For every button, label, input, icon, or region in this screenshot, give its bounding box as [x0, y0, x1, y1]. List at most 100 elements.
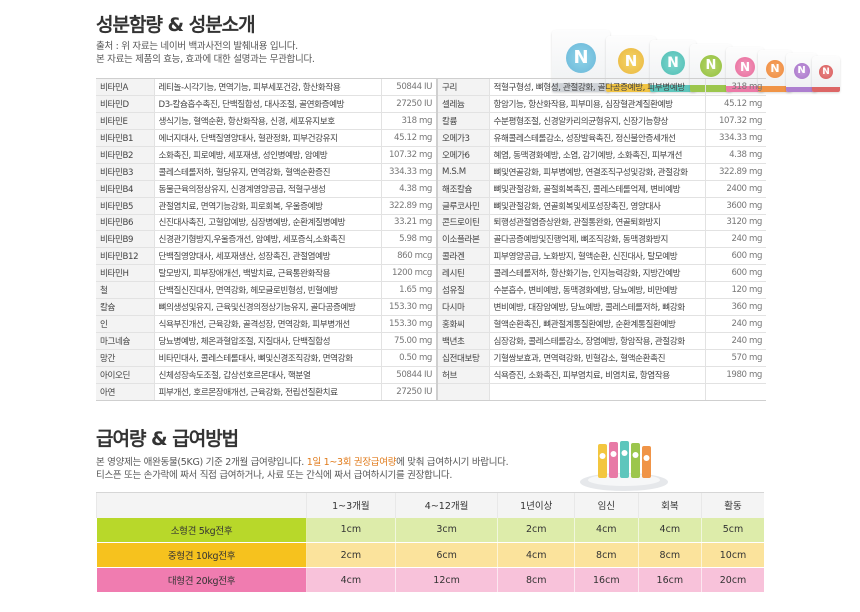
- ingredient-amount: 3120 mg: [704, 214, 766, 232]
- ingredient-name: 비타민B4: [96, 180, 154, 198]
- ingredient-name: 콘드로이틴: [437, 214, 489, 232]
- ingredient-name: 비타민B6: [96, 214, 154, 232]
- product-tube: N: [786, 53, 817, 92]
- ingredient-amount: 334.33 mg: [704, 129, 766, 147]
- ingredient-amount: 45.12 mg: [704, 95, 766, 113]
- ingredient-description: 식욕부진개선, 근육강화, 골격성장, 면역강화, 피부병개선: [153, 315, 381, 334]
- ingredient-amount: [704, 383, 766, 401]
- dosage-amount: 4cm: [306, 567, 396, 593]
- ingredient-row: 아이오딘 신체성장속도조절, 갑상선호르몬대사, 핵분열 50844 IU 허브 식욕증…: [96, 366, 766, 384]
- ingredient-description: 혜염, 동맥경화예방, 소염, 감기예방, 소화촉진, 피부개선: [488, 146, 705, 164]
- dosage-row: 대형견 20kg전후 4cm 12cm 8cm 16cm 16cm 20cm: [96, 567, 764, 593]
- ingredient-description: 콜레스테롤저하, 항산화기능, 인지능력강화, 지방간예방: [488, 264, 705, 283]
- ingredient-name: 셀레늄: [437, 95, 489, 113]
- ingredient-description: 탈모방지, 피부장애개선, 백발치료, 근육통완화작용: [153, 264, 381, 283]
- ingredient-row: 칼슘 뼈의생성및유지, 근육및신경의정상기능유지, 골다공증예방 153.30 mg…: [96, 298, 766, 317]
- ingredient-name: 백년초: [437, 332, 489, 350]
- ingredient-name: 칼슘: [96, 298, 154, 317]
- dosage-amount: 8cm: [497, 567, 575, 593]
- dosage-row: 소형견 5kg전후 1cm 3cm 2cm 4cm 4cm 5cm: [96, 517, 764, 543]
- ingredient-amount: 322.89 mg: [704, 163, 766, 181]
- dosage-amount: 12cm: [394, 567, 498, 593]
- ingredient-amount: 360 mg: [704, 298, 766, 317]
- dosage-amount: 6cm: [394, 542, 498, 568]
- disclaimer-note: 본 자료는 제품의 효능, 효과에 대한 설명과는 무관합니다.: [96, 54, 315, 65]
- ingredient-description: 단백질영양대사, 세포재생산, 성장촉진, 관절염예방: [153, 247, 381, 266]
- ingredient-amount: 33.21 mg: [380, 214, 438, 232]
- ingredient-name: 비타민B12: [96, 247, 154, 266]
- product-logo-icon: N: [700, 54, 722, 77]
- ingredient-name: 콜라겐: [437, 247, 489, 266]
- ingredient-description: 신체성장속도조절, 갑상선호르몬대사, 핵분열: [153, 366, 381, 384]
- ingredients-title: 성분함량 & 성분소개: [96, 14, 256, 36]
- source-note: 출처 : 위 자료는 네이버 백과사전의 발췌내용 입니다.: [96, 41, 298, 52]
- ingredient-amount: 120 mg: [704, 281, 766, 300]
- ingredient-description: 수분평형조절, 신경알카리의균형유지, 신장기능향상: [488, 112, 705, 130]
- ingredient-name: 비타민H: [96, 264, 154, 283]
- dosage-amount: 8cm: [637, 542, 702, 568]
- ingredient-name: 망간: [96, 349, 154, 367]
- ingredient-amount: 75.00 mg: [380, 332, 438, 350]
- dog-size-label: 중형견 10kg전후: [96, 542, 307, 568]
- ingredient-row: 비타민B2 소화촉진, 피로예방, 세포재생, 성인병예방, 암예방 107.32 …: [96, 146, 766, 164]
- ingredient-description: 피부영양공급, 노화방지, 혈액순환, 신진대사, 탈모예방: [488, 247, 705, 266]
- ingredient-amount: 107.32 mg: [380, 146, 438, 164]
- ingredient-amount: 50844 IU: [380, 366, 438, 384]
- ingredient-name: 비타민B3: [96, 163, 154, 181]
- ingredient-amount: 153.30 mg: [380, 315, 438, 334]
- ingredient-row: 비타민A 레티놀-시각기능, 면역기능, 피부세포건강, 항산화작용 50844 I…: [96, 78, 766, 96]
- dosage-column-header: 회복: [637, 492, 702, 518]
- ingredient-amount: 318 mg: [380, 112, 438, 130]
- dosage-amount: 10cm: [701, 542, 764, 568]
- ingredient-name: 해조칼슘: [437, 180, 489, 198]
- ingredient-description: 뼈의생성및유지, 근육및신경의정상기능유지, 골다공증예방: [153, 298, 381, 317]
- product-tube: N: [812, 56, 840, 92]
- ingredient-description: 유해콜레스테롤감소, 성장발육촉진, 정신불안증세개선: [488, 129, 705, 147]
- dog-size-label: 소형견 5kg전후: [96, 517, 307, 543]
- ingredient-description: 당뇨병예방, 체온과혈압조절, 지질대사, 단백질합성: [153, 332, 381, 350]
- ingredient-name: 오메가6: [437, 146, 489, 164]
- product-logo-icon: N: [793, 62, 810, 79]
- ingredient-row: 비타민B4 동물근육의정상유지, 신경계영양공급, 적혈구생성 4.38 mg 해조칼…: [96, 180, 766, 198]
- ingredient-amount: 27250 IU: [380, 95, 438, 113]
- ingredients-table: 비타민A 레티놀-시각기능, 면역기능, 피부세포건강, 항산화작용 50844 I…: [96, 78, 766, 401]
- ingredient-amount: 1.65 mg: [380, 281, 438, 300]
- ingredient-description: 관절염치료, 면역기능강화, 피로회복, 우울증예방: [153, 197, 381, 215]
- dosage-note-2: 티스픈 또는 손가락에 짜서 직접 급여하거나, 사료 또는 간식에 짜서 급여…: [96, 470, 453, 481]
- ingredient-amount: 600 mg: [704, 264, 766, 283]
- dosage-amount: 16cm: [574, 567, 639, 593]
- product-logo-icon: N: [618, 48, 644, 75]
- ingredient-row: 비타민B6 신진대사촉진, 고혈압예방, 심장병예방, 순환계질병예방 33.21 …: [96, 214, 766, 232]
- ingredient-name: 칼륨: [437, 112, 489, 130]
- ingredient-name: 비타민B1: [96, 129, 154, 147]
- ingredient-description: 신경관기형방지,우울증개선, 암예방, 세포증식,소화촉진: [153, 230, 381, 249]
- ingredient-name: 구리: [437, 78, 489, 96]
- ingredient-description: 단백질신진대사, 면역강화, 헤모글로빈형성, 빈혈예방: [153, 281, 381, 300]
- dosage-amount: 4cm: [637, 517, 702, 543]
- dosage-amount: 8cm: [574, 542, 639, 568]
- ingredient-description: 소화촉진, 피로예방, 세포재생, 성인병예방, 암예방: [153, 146, 381, 164]
- ingredient-row: 비타민B3 콜레스테롤저하, 혈당유지, 면역강화, 혈액순환증진 334.33 m…: [96, 163, 766, 181]
- ingredient-name: 십전대보탕: [437, 349, 489, 367]
- ingredient-amount: 1200 mcg: [380, 264, 438, 283]
- ingredient-amount: 318 mg: [704, 78, 766, 96]
- ingredient-description: 뼈및관절강화, 골절회복촉진, 콜레스테롤억제, 변비예방: [488, 180, 705, 198]
- dog-size-label: 대형견 20kg전후: [96, 567, 307, 593]
- ingredient-description: 혈액순환촉진, 뼈관절계통질환예방, 순환계통질환예방: [488, 315, 705, 334]
- dosage-column-header: 4~12개월: [394, 492, 498, 518]
- ingredient-amount: 240 mg: [704, 332, 766, 350]
- ingredient-name: 마그네슘: [96, 332, 154, 350]
- ingredient-amount: 153.30 mg: [380, 298, 438, 317]
- dosage-table: 1~3개월 4~12개월 1년이상 임신 회복 활동 소형견 5kg전후 1cm 3cm 2cm 4…: [96, 492, 764, 593]
- ingredient-amount: 240 mg: [704, 315, 766, 334]
- ingredient-amount: 2400 mg: [704, 180, 766, 198]
- ingredient-description: 식욕증진, 소화촉진, 피부염치료, 비염치료, 항염작용: [488, 366, 705, 384]
- ingredient-name: 레시틴: [437, 264, 489, 283]
- dosage-amount: 4cm: [497, 542, 575, 568]
- ingredient-row: 아연 피부개선, 호르몬장애개선, 근육강화, 전립선질환치료 27250 IU: [96, 383, 766, 401]
- ingredient-row: 인 식욕부진개선, 근육강화, 골격성장, 면역강화, 피부병개선 153.30 m…: [96, 315, 766, 334]
- ingredient-name: 비타민A: [96, 78, 154, 96]
- ingredient-name: 다시마: [437, 298, 489, 317]
- ingredient-description: 변비예방, 대장암예방, 당뇨예방, 콜레스테롤저하, 뼈강화: [488, 298, 705, 317]
- product-logo-icon: N: [735, 57, 755, 78]
